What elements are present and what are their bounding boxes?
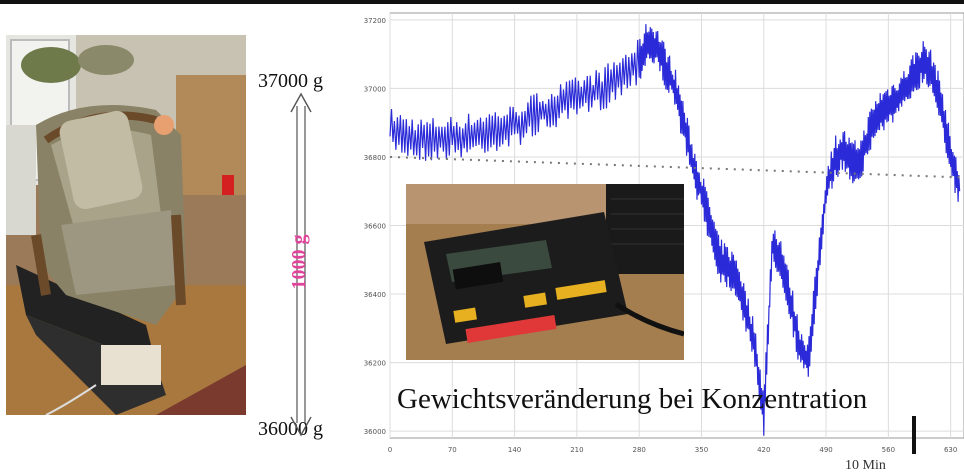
- x-tick-labels: 0 70 140 210 280 350 420 490 560 630: [388, 446, 958, 454]
- marker-bar: [912, 416, 916, 454]
- chart-caption: Gewichtsveränderung bei Konzentration: [397, 383, 868, 415]
- x-tick-label: 350: [695, 446, 708, 454]
- x-tick-label: 490: [819, 446, 832, 454]
- y-tick-label: 37200: [364, 17, 386, 25]
- time-span-label: 10 Min: [845, 458, 886, 473]
- y-tick-labels: 37200 37000 36800 36600 36400 36200 36000: [364, 17, 386, 436]
- y-tick-label: 36000: [364, 428, 386, 436]
- x-tick-label: 140: [508, 446, 521, 454]
- armchair-photo: [6, 35, 246, 415]
- scale-display-photo: [406, 184, 684, 360]
- y-tick-label: 36600: [364, 223, 386, 231]
- series-line: [389, 24, 961, 436]
- x-tick-label: 70: [448, 446, 457, 454]
- x-tick-label: 280: [632, 446, 645, 454]
- x-tick-label: 210: [570, 446, 583, 454]
- x-tick-label: 0: [388, 446, 392, 454]
- top-border: [0, 0, 964, 4]
- y-tick-label: 36400: [364, 291, 386, 299]
- difference-label: 1000 g: [288, 234, 310, 290]
- x-tick-label: 420: [757, 446, 770, 454]
- x-tick-label: 630: [944, 446, 957, 454]
- y-tick-label: 36200: [364, 360, 386, 368]
- x-tick-label: 560: [882, 446, 895, 454]
- top-weight-label: 37000 g: [258, 70, 323, 92]
- y-tick-label: 37000: [364, 85, 386, 93]
- gridlines: [389, 13, 964, 438]
- y-tick-label: 36800: [364, 154, 386, 162]
- double-arrow-icon: [290, 92, 312, 437]
